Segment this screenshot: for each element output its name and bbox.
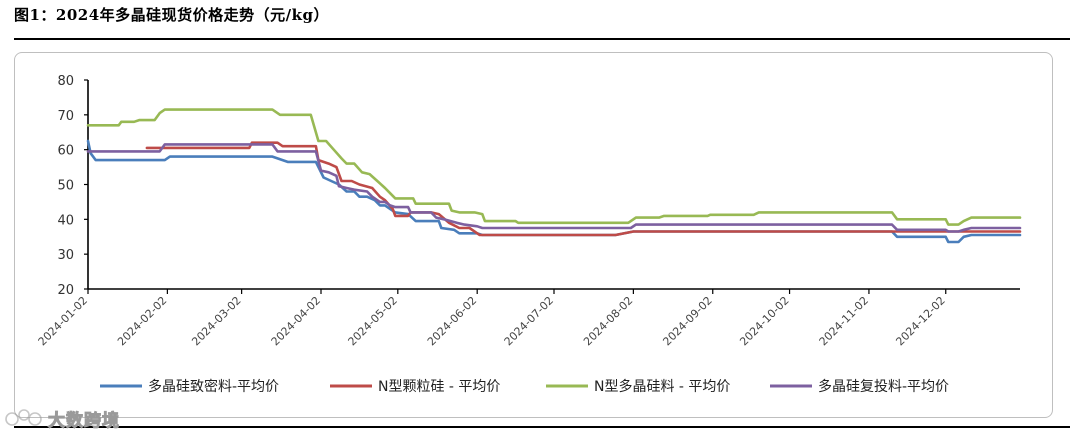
legend-label-3: N型多晶硅料 - 平均价: [594, 378, 730, 395]
y-tick-label: 50: [57, 179, 74, 194]
x-tick-label: 2024-06-02: [425, 294, 479, 348]
figure-title: 图1：2024年多晶硅现货价格走势（元/kg）: [14, 6, 330, 24]
series-line-1: [86, 139, 1022, 244]
x-tick-label: 2024-02-02: [115, 294, 169, 348]
x-tick-label: 2024-11-02: [817, 294, 871, 348]
x-tick-label: 2024-04-02: [269, 294, 323, 348]
chart-frame: [14, 52, 1053, 418]
watermark-text: 大数跨境: [48, 411, 120, 432]
x-tick-label: 2024-10-02: [737, 294, 791, 348]
chart-legend: 多晶硅致密料-平均价 N型颗粒硅 - 平均价 N型多晶硅料 - 平均价 多晶硅复投料-…: [100, 378, 949, 395]
legend-label-4: 多晶硅复投料-平均价: [818, 378, 949, 395]
x-tick-label: 2024-08-02: [581, 294, 635, 348]
series-lines: [86, 108, 1022, 244]
watermark-logo-icon: [5, 409, 42, 426]
y-tick-label: 40: [57, 213, 74, 228]
series-line-2: [145, 141, 1022, 237]
y-tick-label: 70: [57, 109, 74, 124]
x-tick-label: 2024-12-02: [893, 294, 947, 348]
legend-label-1: 多晶硅致密料-平均价: [148, 378, 279, 395]
y-tick-label: 30: [57, 248, 74, 263]
series-line-3: [86, 108, 1022, 226]
bottom-rule: [14, 426, 1070, 428]
y-tick-label: 80: [57, 74, 74, 89]
x-tick-label: 2024-01-02: [36, 294, 90, 348]
legend-label-2: N型颗粒硅 - 平均价: [378, 379, 500, 395]
x-tick-label: 2024-03-02: [189, 294, 243, 348]
y-tick-label: 20: [57, 283, 74, 298]
x-tick-label: 2024-09-02: [660, 294, 714, 348]
series-line-4: [86, 143, 1022, 233]
top-rule: [14, 38, 1070, 40]
x-tick-label: 2024-07-02: [502, 294, 556, 348]
y-tick-label: 60: [57, 144, 74, 159]
x-tick-label: 2024-05-02: [346, 294, 400, 348]
